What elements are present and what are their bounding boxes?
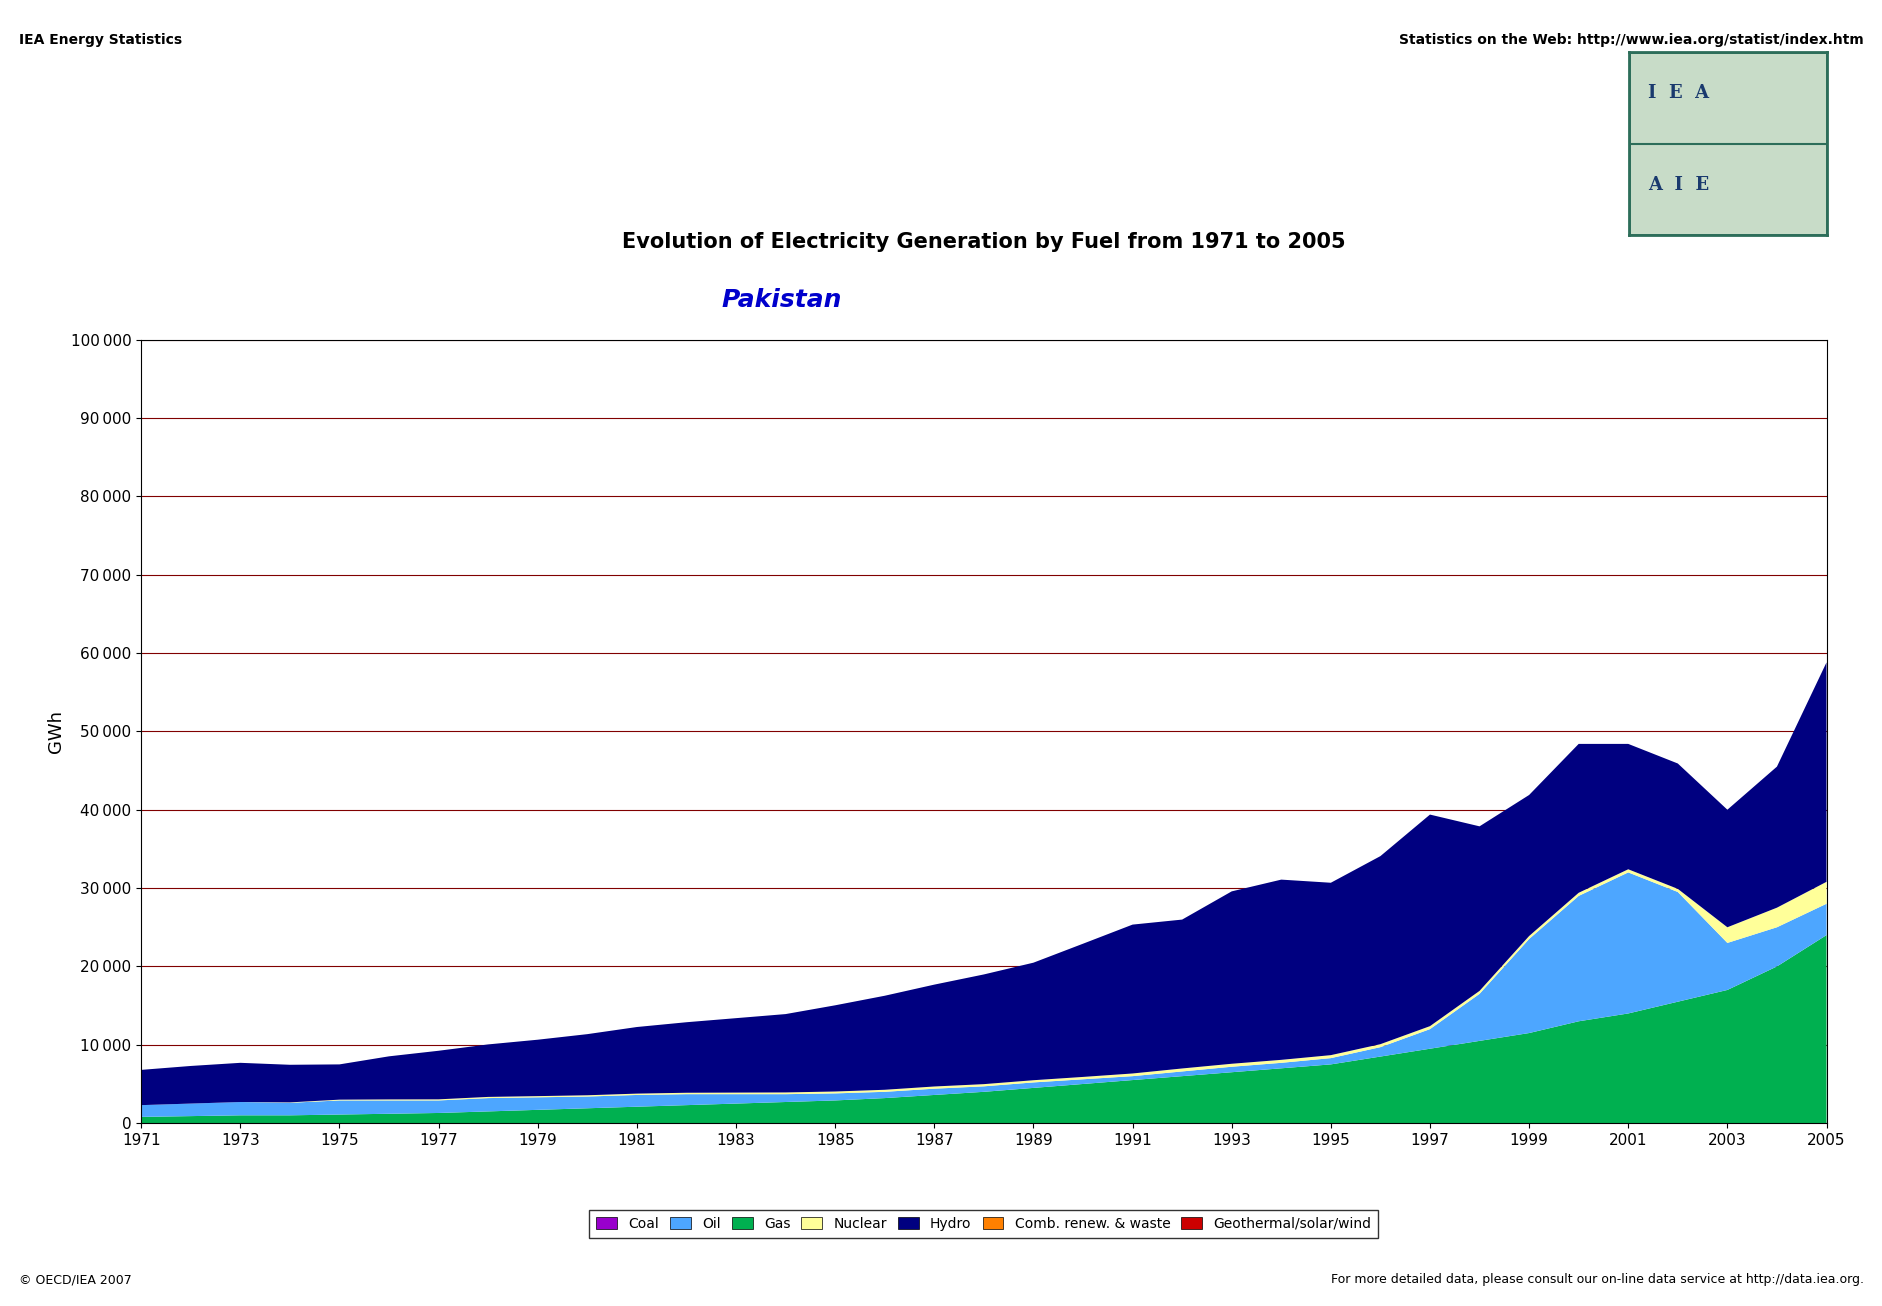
Legend: Coal, Oil, Gas, Nuclear, Hydro, Comb. renew. & waste, Geothermal/solar/wind: Coal, Oil, Gas, Nuclear, Hydro, Comb. re… [589,1209,1378,1238]
Text: A  I  E: A I E [1647,176,1707,193]
Text: Evolution of Electricity Generation by Fuel from 1971 to 2005: Evolution of Electricity Generation by F… [621,231,1346,252]
Text: Pakistan: Pakistan [721,289,841,312]
Text: I  E  A: I E A [1647,85,1707,102]
Text: IEA Energy Statistics: IEA Energy Statistics [19,33,183,47]
Text: © OECD/IEA 2007: © OECD/IEA 2007 [19,1273,132,1286]
Text: Statistics on the Web: http://www.iea.org/statist/index.htm: Statistics on the Web: http://www.iea.or… [1398,33,1863,47]
Text: For more detailed data, please consult our on-line data service at http://data.i: For more detailed data, please consult o… [1331,1273,1863,1286]
Y-axis label: GWh: GWh [47,710,66,752]
